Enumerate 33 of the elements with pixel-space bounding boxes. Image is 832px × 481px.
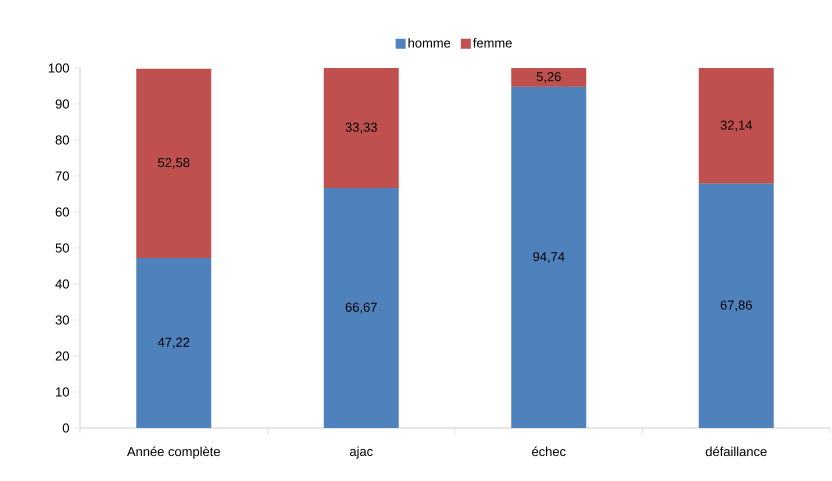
data-label: 52,58 <box>158 158 190 169</box>
bar <box>511 68 586 87</box>
y-tick-label: 30 <box>56 315 69 325</box>
x-tick-label: ajac <box>350 446 373 459</box>
bar <box>324 68 399 188</box>
bar <box>698 68 774 184</box>
data-label: 67,86 <box>720 300 752 312</box>
legend-label: homme <box>408 38 450 48</box>
data-label: 94,74 <box>533 252 565 263</box>
data-label: 33,33 <box>346 122 377 134</box>
data-label: 47,22 <box>158 338 190 348</box>
y-tick-label: 10 <box>56 387 69 397</box>
bar <box>698 184 774 428</box>
y-tick-label: 90 <box>56 99 69 109</box>
y-tick-label: 100 <box>48 63 69 73</box>
y-tick-label: 50 <box>56 243 69 253</box>
y-tick-label: 60 <box>56 207 69 217</box>
data-label: 66,67 <box>346 302 377 314</box>
bar <box>136 258 212 428</box>
bar <box>511 86 586 428</box>
x-tick-label: Année complète <box>126 446 220 459</box>
x-tick-label: échec <box>532 446 566 456</box>
y-tick-label: 80 <box>56 135 69 145</box>
legend-label: femme <box>472 38 512 48</box>
bar <box>136 68 212 258</box>
y-tick-label: 70 <box>56 171 69 181</box>
data-label: 32,14 <box>720 120 752 132</box>
y-tick-label: 0 <box>62 423 69 433</box>
data-label: 5,26 <box>536 72 561 83</box>
y-tick-label: 20 <box>56 351 69 361</box>
x-tick-label: défaillance <box>706 446 767 456</box>
bar <box>324 188 399 428</box>
y-tick-label: 40 <box>55 279 69 289</box>
